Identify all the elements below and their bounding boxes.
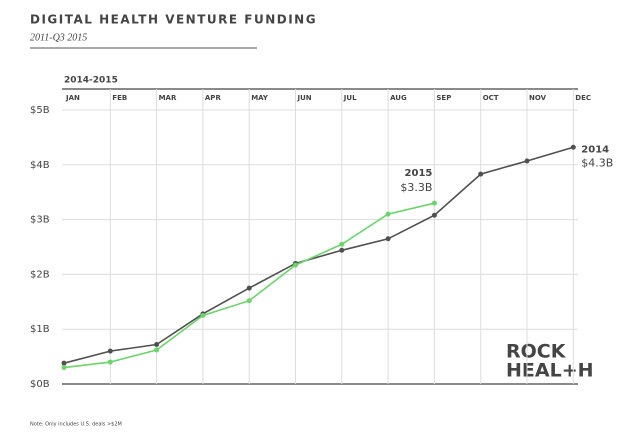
- point: [339, 241, 345, 247]
- y-tick-label: $1B: [30, 324, 50, 335]
- x-header: 2014-2015: [64, 76, 118, 86]
- x-tick-label: JUN: [297, 94, 312, 102]
- point: [385, 236, 391, 242]
- value-label: $3.3B: [400, 181, 432, 194]
- y-tick-label: $0B: [30, 379, 50, 390]
- point: [385, 211, 391, 217]
- x-tick-label: APR: [205, 94, 222, 102]
- x-tick-label: AUG: [390, 94, 407, 102]
- value-label: $4.3B: [581, 156, 613, 169]
- x-tick-label: SEP: [436, 94, 451, 102]
- x-tick-label: JAN: [65, 94, 80, 102]
- point: [431, 200, 437, 206]
- point: [431, 212, 437, 218]
- point: [61, 360, 67, 366]
- point: [107, 359, 113, 365]
- point: [478, 171, 484, 177]
- y-tick-label: $4B: [30, 160, 50, 171]
- point: [339, 247, 345, 253]
- x-tick-label: NOV: [529, 94, 547, 102]
- point: [61, 365, 67, 371]
- series-name: 2015: [405, 168, 433, 179]
- point: [246, 298, 252, 304]
- y-tick-label: $2B: [30, 269, 50, 280]
- x-tick-label: FEB: [112, 94, 127, 102]
- x-tick-label: DEC: [575, 94, 591, 102]
- y-tick-label: $3B: [30, 215, 50, 226]
- series-line: [63, 146, 574, 364]
- y-tick-label: $5B: [30, 105, 50, 116]
- x-tick-label: JUL: [343, 94, 357, 102]
- point: [293, 262, 298, 268]
- point: [246, 285, 252, 291]
- logo: HEAL+H: [506, 360, 594, 382]
- x-tick-label: MAY: [251, 94, 269, 102]
- point: [524, 158, 530, 164]
- point: [154, 342, 160, 348]
- point: [570, 144, 576, 150]
- series-name: 2014: [581, 144, 609, 155]
- chart-title: DIGITAL HEALTH VENTURE FUNDING: [30, 13, 317, 27]
- chart-subtitle: 2011-Q3 2015: [30, 32, 87, 43]
- point: [154, 347, 160, 353]
- x-tick-label: MAR: [159, 94, 177, 102]
- point: [107, 348, 113, 354]
- note: Note: Only includes U.S. deals >$2M: [30, 422, 122, 428]
- point: [200, 313, 206, 318]
- logo: ROCK: [506, 341, 567, 363]
- x-tick-label: OCT: [483, 94, 499, 102]
